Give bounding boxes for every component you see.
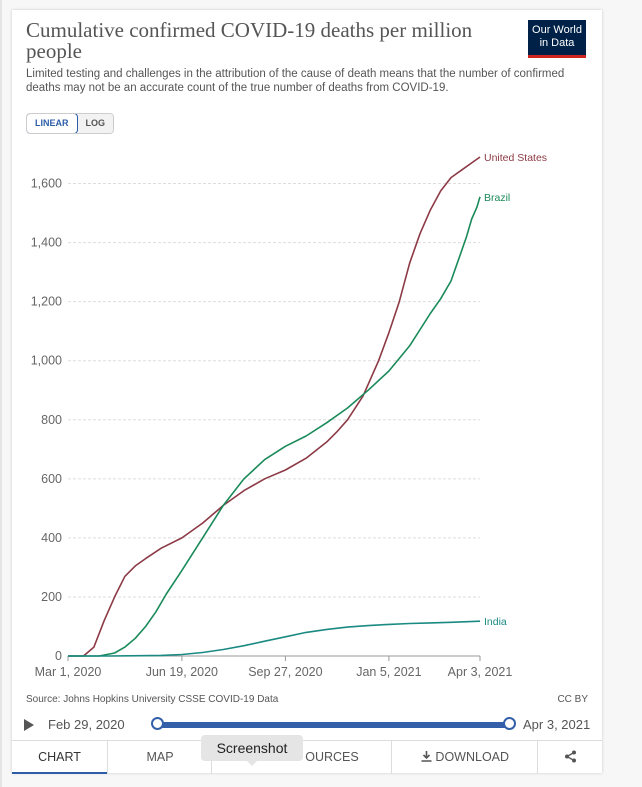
tab-map[interactable]: MAP: [107, 741, 212, 774]
scale-toggle: LINEAR LOG: [26, 113, 114, 134]
timeline-end-label: Apr 3, 2021: [523, 717, 591, 732]
x-tick-label: Jan 5, 2021: [356, 665, 421, 679]
y-tick-label: 1,400: [31, 236, 62, 250]
tab-chart[interactable]: CHART: [12, 741, 107, 774]
screenshot-tooltip: Screenshot: [201, 735, 303, 761]
log-scale-button[interactable]: LOG: [77, 114, 113, 133]
y-tick-label: 600: [41, 472, 62, 486]
timeline-slider: Feb 29, 2020 Apr 3, 2021: [24, 713, 594, 737]
chart-card: Cumulative confirmed COVID-19 deaths per…: [12, 10, 602, 774]
y-tick-label: 1,000: [31, 354, 62, 368]
play-icon[interactable]: [24, 719, 34, 731]
y-tick-label: 400: [41, 531, 62, 545]
left-edge-strip: [0, 0, 2, 787]
linear-scale-button[interactable]: LINEAR: [27, 114, 78, 133]
series-label-united-states: United States: [484, 152, 547, 164]
license-link[interactable]: CC BY: [557, 694, 588, 705]
x-tick-label: Apr 3, 2021: [448, 665, 513, 679]
source-note: Source: Johns Hopkins University CSSE CO…: [26, 694, 279, 705]
logo-red-bar: [528, 55, 586, 58]
bottom-tab-bar: CHART MAP OURCES DOWNLOAD: [12, 740, 602, 774]
series-line-brazil: [68, 196, 481, 657]
timeline-end-handle[interactable]: [503, 717, 516, 730]
timeline-start-label: Feb 29, 2020: [48, 717, 125, 732]
x-tick-label: Mar 1, 2020: [35, 665, 102, 679]
logo-line-2: in Data: [539, 37, 575, 49]
timeline-track[interactable]: [152, 722, 514, 728]
series-label-brazil: Brazil: [484, 192, 510, 204]
chart-title: Cumulative confirmed COVID-19 deaths per…: [26, 18, 473, 63]
series-line-united-states: [68, 156, 481, 657]
x-tick-label: Jun 19, 2020: [146, 665, 218, 679]
y-tick-label: 200: [41, 590, 62, 604]
x-tick-label: Sep 27, 2020: [248, 665, 322, 679]
download-icon: [421, 751, 432, 762]
series-label-india: India: [484, 616, 507, 628]
tab-download-label: DOWNLOAD: [435, 750, 510, 764]
chart-subtitle: Limited testing and challenges in the at…: [26, 68, 565, 94]
tab-download[interactable]: DOWNLOAD: [391, 741, 538, 774]
series-line-india: [68, 620, 481, 657]
share-icon: [565, 750, 576, 763]
logo-line-1: Our World: [532, 24, 582, 36]
y-tick-label: 1,600: [31, 177, 62, 191]
owid-logo[interactable]: Our World in Data: [528, 20, 586, 58]
tooltip-arrow: [246, 760, 258, 766]
y-tick-label: 1,200: [31, 295, 62, 309]
share-button[interactable]: [537, 741, 603, 774]
y-tick-label: 0: [55, 649, 62, 663]
line-chart: 0 200 400 600 800 1,000 1,200 1,400 1,600 Mar 1, …: [31, 152, 547, 679]
timeline-start-handle[interactable]: [151, 717, 164, 730]
y-tick-label: 800: [41, 413, 62, 427]
tab-sources-label: OURCES: [305, 750, 359, 764]
